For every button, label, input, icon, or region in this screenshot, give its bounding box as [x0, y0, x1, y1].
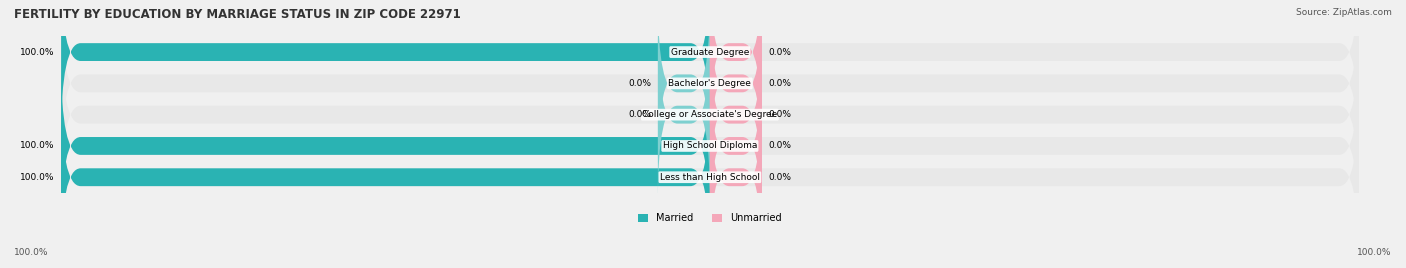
Text: 0.0%: 0.0%: [768, 142, 792, 150]
FancyBboxPatch shape: [60, 61, 710, 231]
Text: Bachelor's Degree: Bachelor's Degree: [668, 79, 751, 88]
Text: 100.0%: 100.0%: [14, 248, 49, 257]
FancyBboxPatch shape: [658, 0, 710, 168]
FancyBboxPatch shape: [710, 0, 762, 137]
FancyBboxPatch shape: [710, 61, 762, 231]
FancyBboxPatch shape: [60, 61, 1358, 231]
Text: Source: ZipAtlas.com: Source: ZipAtlas.com: [1296, 8, 1392, 17]
Text: 100.0%: 100.0%: [20, 173, 55, 182]
Text: 0.0%: 0.0%: [768, 79, 792, 88]
FancyBboxPatch shape: [710, 92, 762, 262]
Text: 0.0%: 0.0%: [768, 48, 792, 57]
Text: Less than High School: Less than High School: [659, 173, 759, 182]
Text: 0.0%: 0.0%: [768, 110, 792, 119]
Legend: Married, Unmarried: Married, Unmarried: [634, 209, 786, 227]
FancyBboxPatch shape: [60, 0, 1358, 137]
FancyBboxPatch shape: [710, 30, 762, 200]
Text: 100.0%: 100.0%: [20, 48, 55, 57]
FancyBboxPatch shape: [658, 30, 710, 200]
Text: College or Associate's Degree: College or Associate's Degree: [643, 110, 778, 119]
FancyBboxPatch shape: [60, 92, 710, 262]
FancyBboxPatch shape: [60, 0, 1358, 168]
Text: Graduate Degree: Graduate Degree: [671, 48, 749, 57]
FancyBboxPatch shape: [60, 30, 1358, 200]
Text: 0.0%: 0.0%: [628, 110, 651, 119]
Text: 0.0%: 0.0%: [768, 173, 792, 182]
Text: 100.0%: 100.0%: [20, 142, 55, 150]
FancyBboxPatch shape: [60, 92, 1358, 262]
Text: 0.0%: 0.0%: [628, 79, 651, 88]
Text: FERTILITY BY EDUCATION BY MARRIAGE STATUS IN ZIP CODE 22971: FERTILITY BY EDUCATION BY MARRIAGE STATU…: [14, 8, 461, 21]
FancyBboxPatch shape: [710, 0, 762, 168]
FancyBboxPatch shape: [60, 0, 710, 137]
Text: High School Diploma: High School Diploma: [662, 142, 756, 150]
Text: 100.0%: 100.0%: [1357, 248, 1392, 257]
